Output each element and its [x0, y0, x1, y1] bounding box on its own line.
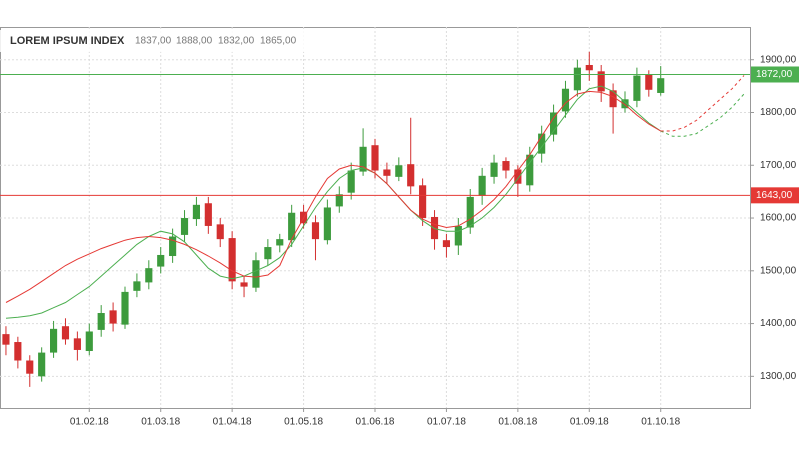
- candle-body: [38, 352, 46, 377]
- candle-body: [395, 165, 403, 177]
- candle-body: [97, 313, 105, 330]
- candle-body: [311, 222, 320, 240]
- ma-line: [5, 90, 661, 303]
- candle-body: [645, 74, 653, 90]
- ohlc-high: 1888,00: [176, 36, 213, 47]
- candle-body: [240, 282, 248, 287]
- x-tick-label: 01.02.18: [70, 417, 109, 428]
- ohlc-open: 1837,00: [135, 36, 172, 47]
- x-tick-label: 01.05.18: [284, 417, 323, 428]
- candle-body: [407, 164, 415, 187]
- candle-body: [204, 203, 212, 226]
- candle-body: [561, 88, 570, 112]
- candle-body: [550, 112, 558, 135]
- candle-body: [252, 260, 260, 288]
- x-tick-label: 01.04.18: [213, 417, 252, 428]
- x-tick-label: 01.07.18: [427, 417, 466, 428]
- y-tick-label: 1400,00: [760, 318, 797, 329]
- y-tick-label: 1700,00: [760, 160, 797, 171]
- candle-body: [85, 331, 93, 352]
- candle-body: [359, 146, 367, 172]
- candle-body: [73, 338, 81, 350]
- candle-body: [371, 145, 379, 171]
- x-tick-label: 01.03.18: [141, 417, 180, 428]
- candle-body: [276, 239, 284, 246]
- y-tick-label: 1800,00: [760, 107, 797, 118]
- y-tick-label: 1300,00: [760, 371, 797, 382]
- candle-body: [2, 334, 10, 345]
- level-tag: [751, 187, 799, 204]
- candle-body: [585, 64, 593, 71]
- candle-body: [419, 185, 427, 219]
- x-tick-label: 01.09.18: [570, 417, 609, 428]
- ma-line-projection: [660, 93, 745, 137]
- ma-line-projection: [660, 75, 745, 132]
- candle-body: [323, 207, 331, 241]
- candle-body: [466, 196, 474, 228]
- y-tick-label: 1500,00: [760, 265, 797, 276]
- y-tick-label: 1900,00: [760, 54, 797, 65]
- candle-body: [347, 170, 355, 193]
- candle-body: [192, 204, 200, 220]
- ohlc-close: 1865,00: [260, 36, 297, 47]
- candle-body: [264, 247, 272, 260]
- candle-body: [597, 71, 605, 92]
- level-label: 1643,00: [756, 190, 793, 201]
- ma-line: [5, 85, 661, 319]
- candle-body: [50, 328, 58, 353]
- candle-body: [288, 212, 296, 241]
- candle-body: [216, 224, 224, 240]
- marks: [2, 51, 745, 387]
- candle-body: [26, 360, 34, 374]
- candle-body: [514, 169, 522, 184]
- level-tag: [751, 66, 799, 83]
- candle-body: [169, 236, 177, 257]
- candle-body: [633, 75, 641, 101]
- candle-body: [133, 281, 141, 291]
- candle-body: [121, 291, 129, 325]
- candle-body: [14, 342, 22, 361]
- candle-body: [490, 162, 498, 177]
- candle-body: [502, 161, 510, 171]
- candle-body: [526, 154, 534, 186]
- ohlc-low: 1832,00: [218, 36, 255, 47]
- header-bg: [0, 30, 320, 52]
- candle-body: [383, 169, 391, 176]
- x-tick-label: 01.10.18: [641, 417, 680, 428]
- candle-body: [657, 78, 665, 93]
- candle-body: [228, 238, 236, 282]
- chart-title: LOREM IPSUM INDEX: [10, 35, 125, 47]
- candle-body: [442, 240, 450, 248]
- candle-body: [61, 326, 70, 340]
- candle-body: [180, 218, 189, 235]
- level-label: 1872,00: [756, 69, 793, 80]
- candle-body: [335, 194, 343, 207]
- y-tick-label: 1600,00: [760, 213, 797, 224]
- candle-body: [454, 225, 462, 246]
- x-tick-label: 01.08.18: [498, 417, 537, 428]
- candle-body: [573, 67, 581, 91]
- x-tick-label: 01.06.18: [356, 417, 395, 428]
- candle-body: [157, 254, 165, 267]
- candle-body: [145, 268, 153, 283]
- candle-body: [478, 175, 486, 196]
- candle-body: [538, 133, 546, 154]
- candle-body: [621, 99, 629, 109]
- candle-body: [109, 310, 117, 324]
- candle-body: [609, 90, 617, 108]
